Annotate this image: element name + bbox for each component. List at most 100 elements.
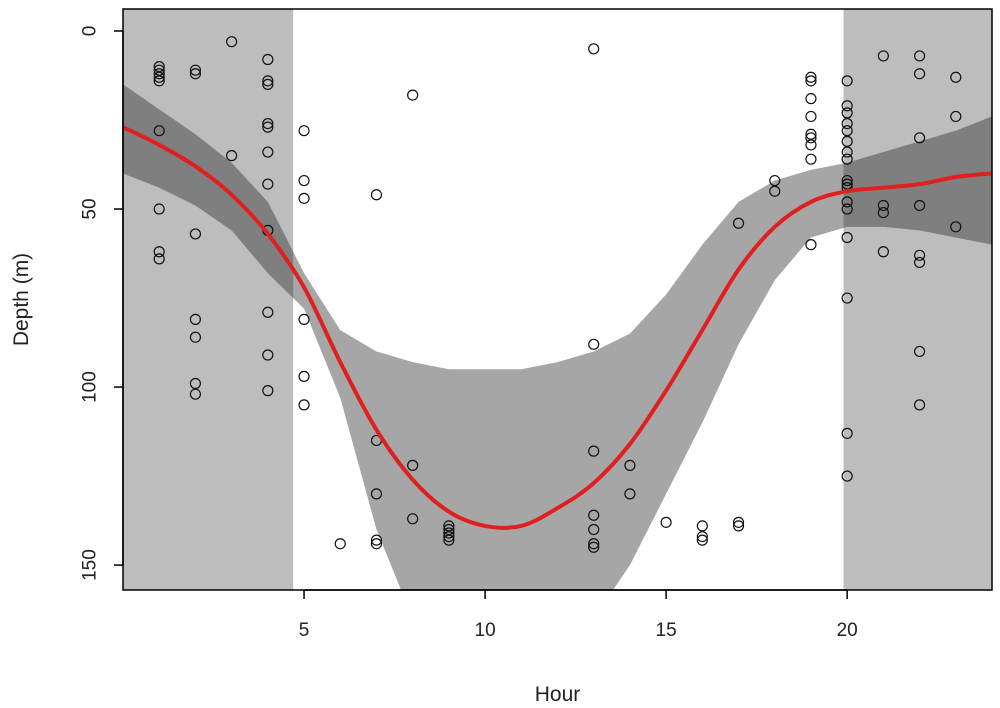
data-point-27 <box>262 349 274 361</box>
data-point-94 <box>877 199 889 212</box>
data-point-42 <box>407 459 419 471</box>
data-point-70 <box>805 110 817 123</box>
x-tick-label-0: 5 <box>299 620 310 641</box>
data-point-91 <box>841 427 853 439</box>
data-point-5 <box>153 125 165 137</box>
data-point-78 <box>841 107 853 119</box>
data-point-13 <box>189 331 202 343</box>
data-point-84 <box>841 174 853 187</box>
data-point-98 <box>913 68 926 80</box>
data-point-19 <box>262 75 274 87</box>
data-point-99 <box>913 132 926 144</box>
data-point-61 <box>696 534 708 546</box>
data-point-16 <box>226 36 238 48</box>
data-point-36 <box>370 189 383 201</box>
data-point-8 <box>153 253 165 265</box>
data-point-34 <box>298 399 310 411</box>
data-point-68 <box>805 75 817 87</box>
data-point-95 <box>877 206 889 219</box>
data-point-6 <box>153 203 165 215</box>
data-point-105 <box>950 71 962 83</box>
data-point-2 <box>153 68 165 80</box>
data-point-66 <box>769 185 781 197</box>
data-point-106 <box>950 110 962 123</box>
data-point-48 <box>443 534 455 546</box>
data-point-58 <box>660 516 672 528</box>
data-point-69 <box>805 93 817 105</box>
data-point-12 <box>189 313 202 326</box>
data-point-71 <box>805 128 817 140</box>
data-point-80 <box>841 125 853 137</box>
data-point-103 <box>913 345 926 358</box>
data-point-64 <box>732 520 745 532</box>
data-point-1 <box>153 64 165 76</box>
x-axis-label: Hour <box>535 683 581 706</box>
data-point-74 <box>805 153 817 165</box>
night-shading-1 <box>843 9 992 590</box>
data-point-96 <box>877 246 889 258</box>
data-point-65 <box>769 174 781 187</box>
data-point-38 <box>370 488 383 500</box>
x-tick-label-2: 15 <box>656 620 677 641</box>
data-point-33 <box>298 370 310 382</box>
data-point-49 <box>588 43 600 55</box>
data-point-55 <box>588 541 600 553</box>
data-point-97 <box>913 50 926 62</box>
data-point-23 <box>262 146 274 158</box>
data-point-20 <box>262 78 274 91</box>
data-point-81 <box>841 135 853 147</box>
data-point-43 <box>407 513 419 525</box>
data-point-3 <box>153 71 165 83</box>
data-point-26 <box>262 306 274 318</box>
data-point-101 <box>913 249 926 261</box>
data-point-31 <box>298 192 310 204</box>
y-tick-label-3: 150 <box>80 549 101 581</box>
smooth-fit-line <box>123 125 992 530</box>
data-point-14 <box>189 377 202 390</box>
data-point-72 <box>805 132 817 144</box>
data-point-39 <box>370 534 383 546</box>
data-point-15 <box>189 388 202 400</box>
data-point-30 <box>298 174 310 187</box>
data-point-85 <box>841 178 853 190</box>
data-point-83 <box>841 153 853 165</box>
confidence-band-night-1 <box>843 116 992 245</box>
data-point-40 <box>370 538 383 550</box>
confidence-band <box>123 84 992 590</box>
x-tick-label-1: 10 <box>475 620 496 641</box>
data-point-107 <box>950 221 962 233</box>
data-point-51 <box>588 445 600 457</box>
data-point-18 <box>262 53 274 66</box>
data-point-17 <box>226 150 238 162</box>
data-point-4 <box>153 75 165 87</box>
data-point-46 <box>443 527 455 539</box>
data-point-54 <box>588 538 600 550</box>
data-point-57 <box>624 488 636 500</box>
data-point-47 <box>443 530 455 543</box>
data-point-75 <box>805 239 817 251</box>
data-point-73 <box>805 139 817 151</box>
data-point-92 <box>841 470 853 482</box>
data-point-7 <box>153 246 165 258</box>
data-point-87 <box>841 196 853 208</box>
data-point-11 <box>189 228 202 240</box>
confidence-band-night-0 <box>123 84 294 299</box>
data-point-76 <box>841 75 853 87</box>
night-shading-0 <box>123 9 294 590</box>
data-point-41 <box>407 89 419 101</box>
data-point-29 <box>298 125 310 137</box>
data-point-100 <box>913 199 926 212</box>
data-point-79 <box>841 117 853 130</box>
data-point-88 <box>841 203 853 215</box>
data-point-89 <box>841 231 853 244</box>
data-point-59 <box>696 520 708 532</box>
data-point-90 <box>841 292 853 304</box>
data-point-0 <box>153 61 165 73</box>
data-point-22 <box>262 121 274 133</box>
data-point-82 <box>841 146 853 158</box>
data-point-60 <box>696 530 708 543</box>
data-point-50 <box>588 338 600 350</box>
data-point-67 <box>805 71 817 83</box>
y-tick-label-0: 0 <box>80 26 101 37</box>
